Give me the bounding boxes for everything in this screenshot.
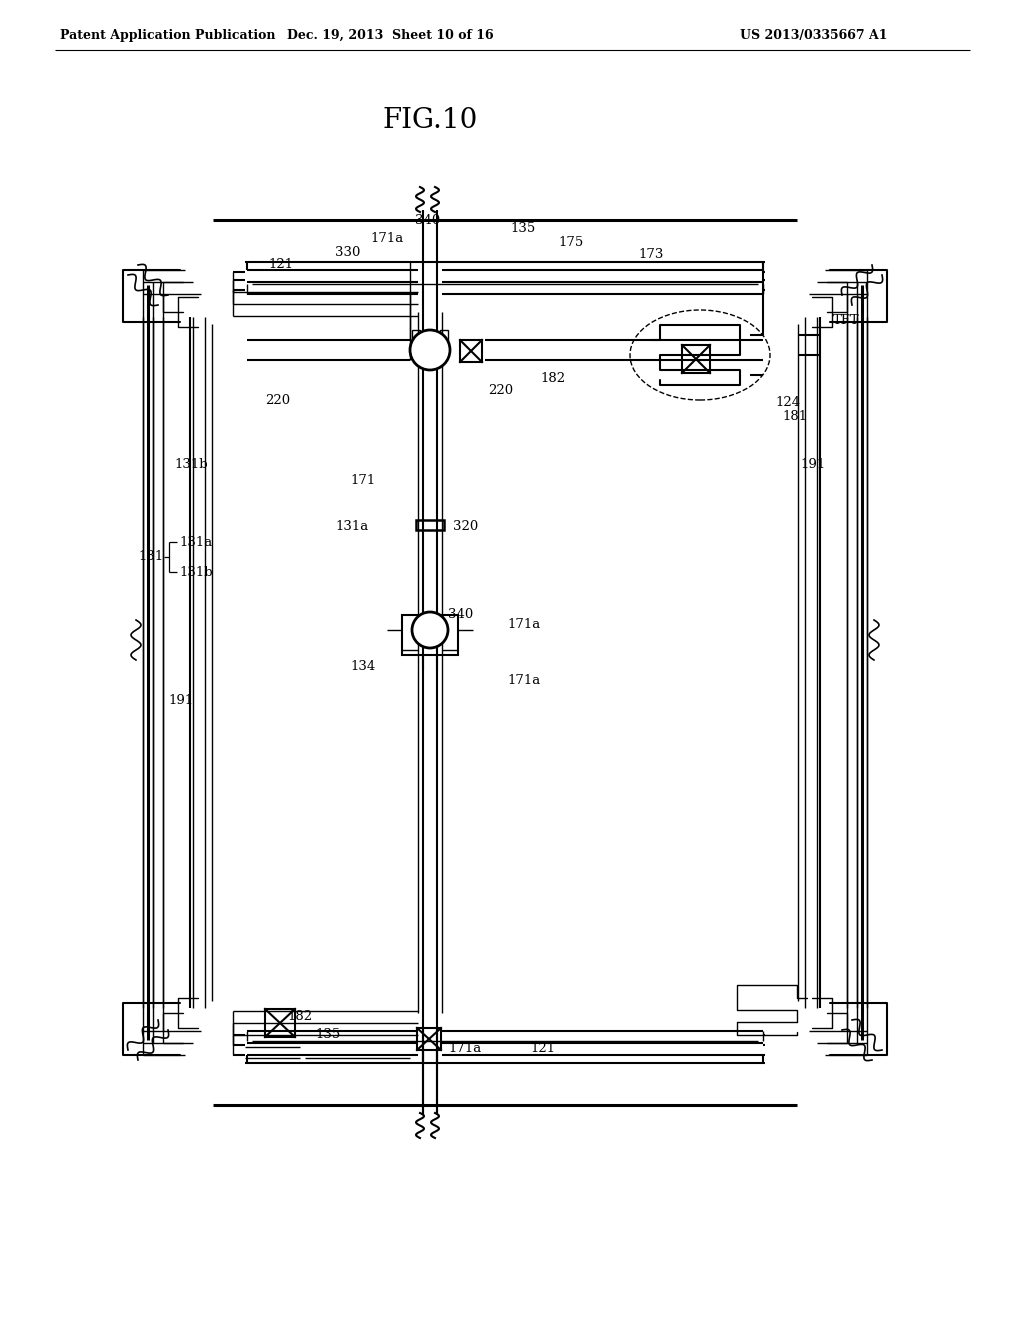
Bar — [460, 341, 482, 362]
Text: 121: 121 — [530, 1041, 555, 1055]
Text: 182: 182 — [287, 1011, 312, 1023]
Text: 171: 171 — [350, 474, 375, 487]
Circle shape — [410, 330, 450, 370]
Text: 173: 173 — [638, 248, 664, 261]
Bar — [440, 330, 449, 348]
Text: 340: 340 — [449, 609, 473, 622]
Text: 181: 181 — [782, 409, 807, 422]
Text: 330: 330 — [335, 246, 360, 259]
Text: 124: 124 — [775, 396, 800, 408]
Text: 182: 182 — [540, 371, 565, 384]
Text: 220: 220 — [488, 384, 513, 396]
Text: 131b: 131b — [174, 458, 208, 471]
Text: 131: 131 — [138, 550, 164, 564]
Bar — [416, 520, 444, 531]
Text: 134: 134 — [350, 660, 375, 673]
Text: 191: 191 — [800, 458, 825, 471]
Text: 340: 340 — [415, 214, 440, 227]
Text: 220: 220 — [265, 393, 290, 407]
Bar — [265, 1008, 295, 1038]
Bar — [402, 615, 458, 655]
Bar — [412, 330, 420, 348]
Text: 171a: 171a — [507, 673, 541, 686]
Text: Dec. 19, 2013  Sheet 10 of 16: Dec. 19, 2013 Sheet 10 of 16 — [287, 29, 494, 41]
Text: 131a: 131a — [335, 520, 369, 533]
Circle shape — [412, 612, 449, 648]
Text: US 2013/0335667 A1: US 2013/0335667 A1 — [740, 29, 888, 41]
Text: 135: 135 — [315, 1028, 340, 1041]
Text: 135: 135 — [510, 222, 536, 235]
Text: Patent Application Publication: Patent Application Publication — [60, 29, 275, 41]
Text: 191: 191 — [168, 693, 194, 706]
Text: TFT: TFT — [833, 314, 859, 326]
Text: 175: 175 — [558, 235, 584, 248]
Text: 171a: 171a — [507, 618, 541, 631]
Text: FIG.10: FIG.10 — [382, 107, 477, 133]
Text: 171a: 171a — [370, 231, 403, 244]
Text: 131b: 131b — [179, 565, 213, 578]
Text: 171a: 171a — [449, 1041, 481, 1055]
Bar — [682, 345, 710, 374]
Text: 121: 121 — [268, 259, 293, 272]
Text: 131a: 131a — [179, 536, 212, 549]
Text: 320: 320 — [453, 520, 478, 533]
Bar — [417, 1028, 441, 1049]
